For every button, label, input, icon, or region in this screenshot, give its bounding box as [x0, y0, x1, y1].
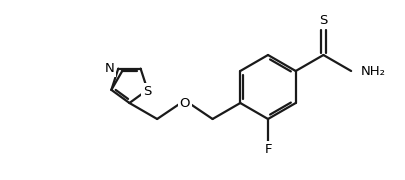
Text: O: O: [179, 96, 190, 109]
Text: NH₂: NH₂: [361, 64, 386, 78]
Text: F: F: [264, 143, 272, 156]
Text: N: N: [104, 62, 114, 75]
Text: S: S: [143, 85, 152, 98]
Text: S: S: [319, 14, 328, 27]
